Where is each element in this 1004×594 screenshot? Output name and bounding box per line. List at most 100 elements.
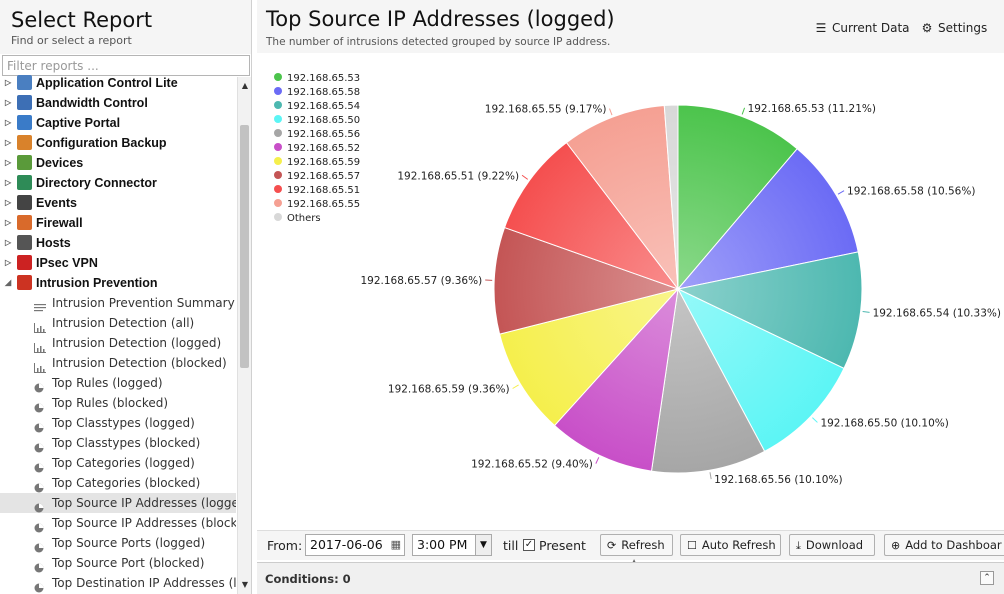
legend-marker[interactable] — [274, 129, 282, 137]
pie-slice-others[interactable] — [663, 104, 679, 290]
expand-icon[interactable]: ▷ — [5, 198, 12, 207]
tree-report-item[interactable]: Intrusion Prevention Summary — [0, 293, 236, 313]
bandwidth-icon — [17, 95, 32, 110]
tree-category-captive-portal[interactable]: ▷ Captive Portal — [0, 113, 236, 133]
pie-data-label: 192.168.65.56 (10.10%) — [714, 474, 842, 486]
legend-entry[interactable]: 192.168.65.54 — [287, 101, 360, 112]
conditions-bar[interactable]: Conditions: 0 ⌃ — [257, 562, 1004, 594]
legend-marker[interactable] — [274, 73, 282, 81]
collapse-icon[interactable]: ◢ — [5, 278, 12, 287]
legend-entry[interactable]: 192.168.65.56 — [287, 129, 360, 140]
legend-marker[interactable] — [274, 213, 282, 221]
pie-slice-192-168-65-52[interactable] — [553, 287, 679, 472]
tree-report-item[interactable]: Intrusion Detection (all) — [0, 313, 236, 333]
expand-icon[interactable]: ▷ — [5, 178, 12, 187]
pie-slice-192-168-65-58[interactable] — [676, 148, 859, 290]
tree-category-bandwidth-control[interactable]: ▷ Bandwidth Control — [0, 93, 236, 113]
add-to-dashboard-label: Add to Dashboar — [905, 538, 1002, 552]
expand-icon[interactable]: ▷ — [5, 78, 12, 87]
tree-report-item[interactable]: Top Categories (blocked) — [0, 473, 236, 493]
tree-report-item[interactable]: Top Destination IP Addresses (lo... — [0, 573, 236, 593]
scrollbar-thumb[interactable] — [240, 125, 249, 368]
tree-category-label: Devices — [36, 156, 84, 170]
expand-icon[interactable]: ⌃ — [980, 571, 994, 585]
auto-refresh-button[interactable]: ☐ Auto Refresh — [680, 534, 781, 556]
tree-scrollbar[interactable]: ▲ ▼ — [237, 77, 251, 594]
calendar-icon[interactable]: ▦ — [390, 538, 401, 551]
tree-report-item[interactable]: Top Source IP Addresses (logged) — [0, 493, 236, 513]
tree-category-intrusion-prevention[interactable]: ◢ Intrusion Prevention — [0, 273, 236, 293]
download-icon: ⤓ — [796, 539, 801, 552]
pie-slice-192-168-65-56[interactable] — [650, 287, 766, 474]
expand-icon[interactable]: ▷ — [5, 238, 12, 247]
tree-category-directory-connector[interactable]: ▷ Directory Connector — [0, 173, 236, 193]
from-date-field[interactable]: 2017-06-06 ▦ — [305, 534, 405, 556]
report-selector-title: Select Report — [11, 8, 153, 32]
pie-slice-192-168-65-57[interactable] — [493, 226, 680, 335]
legend-marker[interactable] — [274, 115, 282, 123]
current-data-button[interactable]: ☰ Current Data — [814, 20, 910, 36]
legend-entry[interactable]: 192.168.65.59 — [287, 157, 360, 168]
pie-data-label: 192.168.65.54 (10.33%) — [873, 307, 1001, 319]
pie-data-label: 192.168.65.53 (11.21%) — [748, 103, 876, 115]
tree-category-hosts[interactable]: ▷ Hosts — [0, 233, 236, 253]
tree-report-label: Top Source Port (blocked) — [52, 556, 205, 570]
pie-slice-192-168-65-54[interactable] — [676, 251, 863, 370]
legend-entry[interactable]: 192.168.65.51 — [287, 185, 360, 196]
legend-marker[interactable] — [274, 199, 282, 207]
legend-entry[interactable]: 192.168.65.55 — [287, 199, 360, 210]
tree-category-events[interactable]: ▷ Events — [0, 193, 236, 213]
legend-entry[interactable]: Others — [287, 213, 321, 224]
tree-category-devices[interactable]: ▷ Devices — [0, 153, 236, 173]
pie-slice-192-168-65-51[interactable] — [503, 141, 680, 291]
scroll-up-icon[interactable]: ▲ — [241, 81, 249, 90]
filter-reports-input[interactable] — [2, 55, 250, 76]
legend-marker[interactable] — [274, 171, 282, 179]
tree-report-item[interactable]: Top Source Ports (logged) — [0, 533, 236, 553]
tree-category-configuration-backup[interactable]: ▷ Configuration Backup — [0, 133, 236, 153]
tree-report-item[interactable]: Intrusion Detection (blocked) — [0, 353, 236, 373]
splitter-handle[interactable]: ▲ — [621, 558, 647, 565]
tree-report-item[interactable]: Top Classtypes (logged) — [0, 413, 236, 433]
scroll-down-icon[interactable]: ▼ — [241, 580, 249, 589]
tree-category-application-control-lite[interactable]: ▷ Application Control Lite — [0, 73, 236, 93]
download-button[interactable]: ⤓ Download — [789, 534, 875, 556]
tree-report-label: Top Source IP Addresses (logged) — [52, 496, 236, 510]
pie-slice-192-168-65-53[interactable] — [677, 104, 798, 291]
pie-slice-192-168-65-55[interactable] — [565, 104, 679, 291]
chevron-down-icon[interactable]: ▼ — [475, 535, 491, 555]
from-time-select[interactable]: 3:00 PM ▼ — [412, 534, 492, 556]
directory-icon — [17, 175, 32, 190]
expand-icon[interactable]: ▷ — [5, 158, 12, 167]
pie-slice-192-168-65-50[interactable] — [676, 287, 845, 453]
legend-marker[interactable] — [274, 101, 282, 109]
present-checkbox[interactable]: ✓ — [523, 539, 535, 551]
legend-entry[interactable]: 192.168.65.57 — [287, 171, 360, 182]
settings-button[interactable]: ⚙ Settings — [920, 20, 988, 36]
legend-entry[interactable]: 192.168.65.53 — [287, 73, 360, 84]
tree-report-item[interactable]: Top Classtypes (blocked) — [0, 433, 236, 453]
expand-icon[interactable]: ▷ — [5, 218, 12, 227]
expand-icon[interactable]: ▷ — [5, 138, 12, 147]
add-to-dashboard-button[interactable]: ⊕ Add to Dashboar — [884, 534, 1004, 556]
legend-entry[interactable]: 192.168.65.58 — [287, 87, 360, 98]
tree-report-item[interactable]: Top Categories (logged) — [0, 453, 236, 473]
expand-icon[interactable]: ▷ — [5, 98, 12, 107]
legend-marker[interactable] — [274, 157, 282, 165]
tree-report-item[interactable]: Top Rules (blocked) — [0, 393, 236, 413]
legend-marker[interactable] — [274, 87, 282, 95]
tree-report-item[interactable]: Top Source IP Addresses (blocked) — [0, 513, 236, 533]
legend-entry[interactable]: 192.168.65.50 — [287, 115, 360, 126]
legend-entry[interactable]: 192.168.65.52 — [287, 143, 360, 154]
expand-icon[interactable]: ▷ — [5, 118, 12, 127]
pie-chart-icon — [34, 579, 46, 593]
tree-report-item[interactable]: Top Source Port (blocked) — [0, 553, 236, 573]
tree-report-item[interactable]: Intrusion Detection (logged) — [0, 333, 236, 353]
tree-category-firewall[interactable]: ▷ Firewall — [0, 213, 236, 233]
legend-marker[interactable] — [274, 185, 282, 193]
refresh-button[interactable]: ⟳ Refresh — [600, 534, 673, 556]
expand-icon[interactable]: ▷ — [5, 258, 12, 267]
tree-report-item[interactable]: Top Rules (logged) — [0, 373, 236, 393]
legend-marker[interactable] — [274, 143, 282, 151]
tree-category-ipsec-vpn[interactable]: ▷ IPsec VPN — [0, 253, 236, 273]
